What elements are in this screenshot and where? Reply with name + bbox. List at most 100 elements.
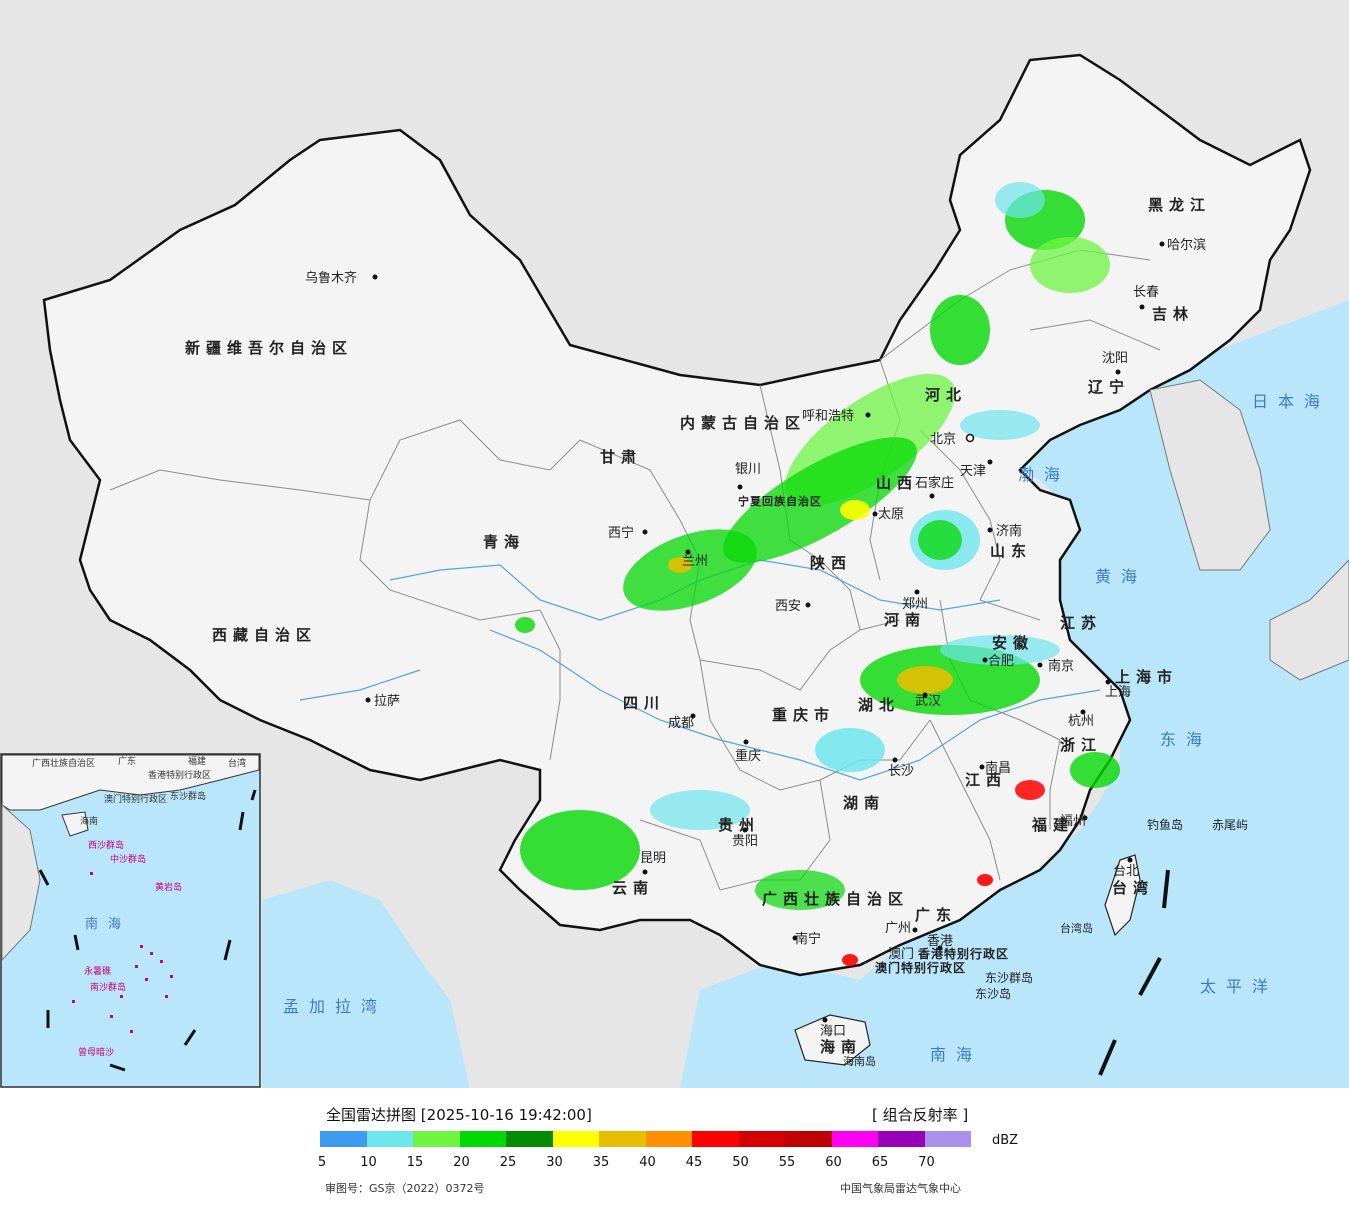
province-label: 宁夏回族自治区 [738,494,822,508]
province-label: 江苏 [1060,614,1102,632]
province-label: 广西壮族自治区 [762,890,909,908]
echo-qinghai [515,617,535,633]
echo-hubei-core [897,666,953,694]
echo-fujian-south [977,874,993,886]
city-label: 南昌 [985,760,1011,776]
city-label: 澳门 [888,946,914,962]
province-label: 福建 [1031,816,1074,834]
colorbar-tick: 30 [546,1155,563,1170]
colorbar-swatch [785,1131,832,1147]
province-label: 云南 [612,879,654,897]
echo-lanzhou-core [668,557,692,573]
province-label: 内蒙古自治区 [680,414,806,432]
inset-label: 海南 [80,815,98,827]
city-label: 济南 [996,523,1022,539]
sea-label: 日本海 [1252,392,1330,411]
echo-band-3 [623,529,757,611]
echo-band-2 [723,437,917,563]
colorbar-tick: 40 [639,1155,656,1170]
echo-tianjin [960,410,1040,440]
province-label: 湖北 [858,696,900,714]
nine-dash-line [1098,869,1170,1076]
colorbar-swatch [320,1131,367,1147]
colorbar-tick: 20 [453,1155,470,1170]
province-label: 河北 [925,386,967,404]
colorbar-swatch [599,1131,646,1147]
colorbar-tick: 35 [592,1155,610,1170]
echo-shanxi-core [840,500,870,520]
inset-label: 曾母暗沙 [78,1046,114,1058]
echo-guizhou [650,790,750,830]
city-label: 重庆 [735,748,761,764]
legend-title: 全国雷达拼图 [2025-10-16 19:42:00] [326,1104,592,1125]
colorbar [320,1131,971,1147]
sea-label: 太平洋 [1200,977,1278,996]
city-label: 合肥 [988,654,1014,669]
echo-northeast-cyan [995,182,1045,218]
city-label: 香港 [927,934,953,949]
sea-label: 黄海 [1095,567,1147,586]
city-labels: 乌鲁木齐 拉萨 西宁 银川 兰州 成都 重庆 昆明 贵阳 南宁 广州 香港 澳门… [305,237,1248,1068]
province-label: 新疆维吾尔自治区 [185,339,353,357]
province-label: 上海市 [1115,668,1178,686]
inset-land [1,754,260,811]
inset-label: 广东 [118,755,136,767]
city-label: 长沙 [888,764,914,779]
province-label: 广东 [915,906,957,924]
city-label: 成都 [668,716,694,731]
radar-echoes [515,182,1120,966]
province-label: 四川 [623,694,665,712]
echo-zhejiang [1070,752,1120,788]
colorbar-tick: 60 [825,1155,842,1170]
inset-label: 东沙群岛 [170,790,206,802]
colorbar-tick: 5 [317,1155,327,1170]
bay-of-bengal [262,880,470,1088]
province-label: 甘肃 [600,448,642,466]
city-label: 长春 [1133,285,1159,300]
south-china-sea-inset: 广西壮族自治区 广东 福建 台湾 香港特别行政区 澳门特别行政区 东沙群岛 海南… [0,753,261,1088]
city-label: 武汉 [915,694,941,709]
province-label: 辽宁 [1088,378,1130,396]
taiwan-island [1104,854,1141,937]
city-label: 福州 [1060,814,1086,829]
inset-label: 南海 [85,916,131,932]
colorbar-swatch [645,1131,692,1147]
colorbar-tick: 50 [732,1155,749,1170]
city-label: 太原 [878,507,904,522]
colorbar-tick: 65 [871,1155,889,1170]
colorbar-swatch [831,1131,878,1147]
city-label: 拉萨 [374,694,400,709]
inset-label: 中沙群岛 [110,853,146,865]
korea-peninsula [1149,379,1271,571]
province-label: 陕西 [810,554,852,572]
colorbar-swatch [413,1131,460,1147]
sea-label: 渤海 [1018,465,1070,484]
inset-label: 福建 [188,755,206,767]
colorbar-tick: 70 [918,1155,935,1170]
city-label: 广州 [885,921,911,936]
province-label: 湖南 [843,794,885,812]
inset-label: 广西壮族自治区 [32,757,95,769]
inset-label: 永暑礁 [84,965,111,977]
sea-label: 孟加拉湾 [283,997,387,1016]
echo-fujian [1015,780,1045,800]
city-label: 赤尾屿 [1212,818,1248,832]
city-label: 东沙岛 [975,986,1011,1001]
province-label: 山东 [990,542,1032,560]
colorbar-tick: 55 [778,1155,796,1170]
province-label: 贵州 [718,816,760,834]
province-label: 河南 [884,611,926,629]
city-dots [365,241,1165,1023]
city-label: 哈尔滨 [1167,237,1206,253]
province-label: 黑龙江 [1148,196,1211,214]
colorbar-swatch [459,1131,506,1147]
colorbar-swatch [506,1131,553,1147]
inset-hainan [61,811,89,837]
colorbar-tick: 45 [685,1155,703,1170]
inset-vietnam [1,803,41,962]
province-label: 浙江 [1060,736,1102,754]
title-text: 全国雷达拼图 [326,1106,417,1124]
province-label: 江西 [965,771,1007,789]
radar-map: 日本海 渤海 黄海 东海 太平洋 南海 孟加拉湾 新疆维吾尔自治区 西藏自治区 … [0,0,1349,1089]
inset-label: 台湾 [228,757,246,769]
